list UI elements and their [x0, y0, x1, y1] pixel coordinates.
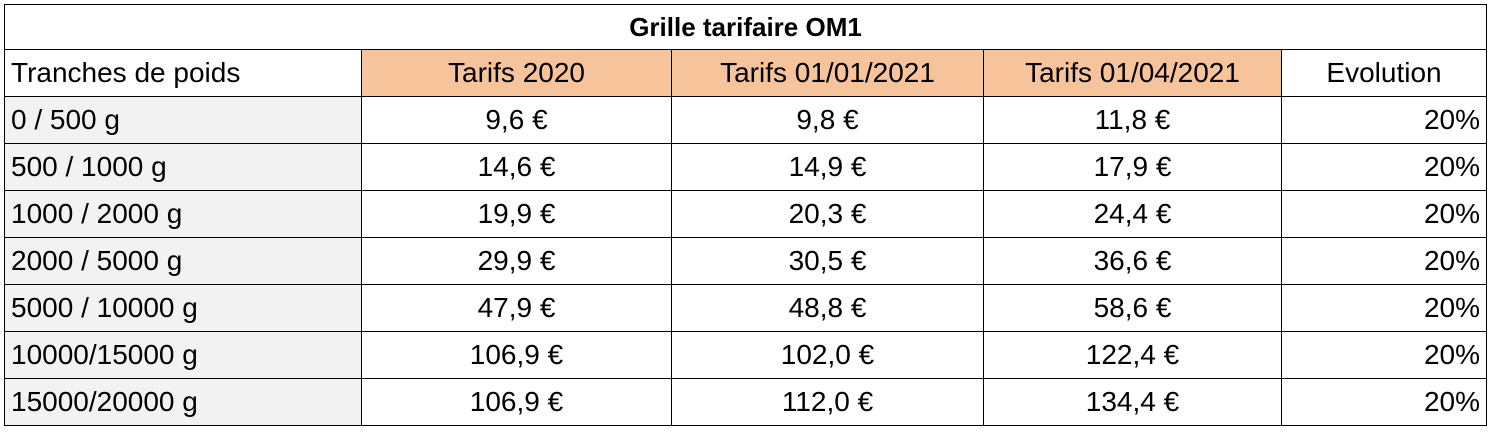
value-cell: 20% — [1280, 96, 1488, 144]
header-row: Tranches de poids Tarifs 2020 Tarifs 01/01… — [4, 49, 1488, 97]
value-cell: 29,9 € — [361, 237, 672, 285]
value-cell: 47,9 € — [361, 284, 672, 332]
data-row: 10000/15000 g 106,9 €102,0 €122,4 €20% — [4, 331, 1488, 379]
header-cell: Tarifs 01/01/2021 — [671, 49, 984, 97]
data-row: 500 / 1000 g 14,6 €14,9 €17,9 €20% — [4, 143, 1488, 191]
value-cell: 11,8 € — [983, 96, 1282, 144]
header-cell: Evolution — [1280, 49, 1488, 97]
header-cell: Tranches de poids — [4, 49, 362, 97]
weight-range-cell: 5000 / 10000 g — [4, 284, 362, 332]
value-cell: 20% — [1280, 378, 1488, 426]
value-cell: 20% — [1280, 143, 1488, 191]
data-row: 2000 / 5000 g 29,9 €30,5 €36,6 €20% — [4, 237, 1488, 285]
price-table: Grille tarifaire OM1 Tranches de poids Ta… — [3, 4, 1488, 426]
value-cell: 30,5 € — [671, 237, 984, 285]
weight-range-cell: 1000 / 2000 g — [4, 190, 362, 238]
weight-range-cell: 10000/15000 g — [4, 331, 362, 379]
value-cell: 106,9 € — [361, 378, 672, 426]
value-cell: 20% — [1280, 237, 1488, 285]
data-row: 15000/20000 g 106,9 €112,0 €134,4 €20% — [4, 378, 1488, 426]
value-cell: 122,4 € — [983, 331, 1282, 379]
weight-range-cell: 0 / 500 g — [4, 96, 362, 144]
value-cell: 17,9 € — [983, 143, 1282, 191]
table-title: Grille tarifaire OM1 — [3, 4, 1488, 50]
data-row: 0 / 500 g 9,6 €9,8 €11,8 €20% — [4, 96, 1488, 144]
value-cell: 20% — [1280, 331, 1488, 379]
value-cell: 14,6 € — [361, 143, 672, 191]
data-row: 5000 / 10000 g 47,9 €48,8 €58,6 €20% — [4, 284, 1488, 332]
value-cell: 19,9 € — [361, 190, 672, 238]
value-cell: 20% — [1280, 284, 1488, 332]
weight-range-cell: 2000 / 5000 g — [4, 237, 362, 285]
value-cell: 106,9 € — [361, 331, 672, 379]
value-cell: 112,0 € — [671, 378, 984, 426]
value-cell: 9,6 € — [361, 96, 672, 144]
value-cell: 36,6 € — [983, 237, 1282, 285]
value-cell: 9,8 € — [671, 96, 984, 144]
value-cell: 102,0 € — [671, 331, 984, 379]
data-row: 1000 / 2000 g 19,9 €20,3 €24,4 €20% — [4, 190, 1488, 238]
value-cell: 24,4 € — [983, 190, 1282, 238]
title-row: Grille tarifaire OM1 — [3, 4, 1488, 50]
value-cell: 20% — [1280, 190, 1488, 238]
weight-range-cell: 500 / 1000 g — [4, 143, 362, 191]
value-cell: 58,6 € — [983, 284, 1282, 332]
value-cell: 20,3 € — [671, 190, 984, 238]
header-cell: Tarifs 2020 — [361, 49, 672, 97]
value-cell: 134,4 € — [983, 378, 1282, 426]
value-cell: 48,8 € — [671, 284, 984, 332]
header-cell: Tarifs 01/04/2021 — [983, 49, 1282, 97]
weight-range-cell: 15000/20000 g — [4, 378, 362, 426]
value-cell: 14,9 € — [671, 143, 984, 191]
